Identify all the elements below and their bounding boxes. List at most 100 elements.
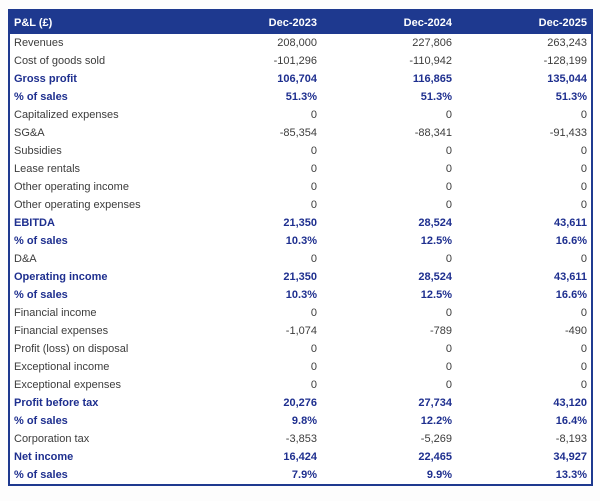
row-value: 28,524 <box>418 271 452 283</box>
row-value: 22,465 <box>418 451 452 463</box>
row-value: 0 <box>580 361 587 373</box>
row-value: -490 <box>564 325 587 337</box>
row-label: Cost of goods sold <box>14 55 106 67</box>
row-value: 7.9% <box>291 469 317 481</box>
row-value: 20,276 <box>283 397 317 409</box>
row-label: Capitalized expenses <box>14 109 119 121</box>
row-value: 51.3% <box>555 91 587 103</box>
row-value: 43,611 <box>553 271 587 283</box>
row-value: -128,199 <box>543 55 587 67</box>
row-value: 16,424 <box>283 451 317 463</box>
row-value: 0 <box>580 199 587 211</box>
row-label: % of sales <box>14 289 68 301</box>
row-label: Other operating expenses <box>14 199 141 211</box>
row-label: % of sales <box>14 415 68 427</box>
row-label: Revenues <box>14 37 64 49</box>
row-label: % of sales <box>14 469 68 481</box>
row-label: SG&A <box>14 127 45 139</box>
row-value: 208,000 <box>277 37 317 49</box>
row-value: 0 <box>580 343 587 355</box>
row-value: 27,734 <box>418 397 452 409</box>
table-row: D&A 0 0 0 <box>10 250 591 268</box>
row-value: 12.2% <box>420 415 452 427</box>
row-value: -88,341 <box>414 127 452 139</box>
row-value: 12.5% <box>420 289 452 301</box>
row-label: EBITDA <box>14 217 55 229</box>
row-value: 28,524 <box>418 217 452 229</box>
row-value: -91,433 <box>549 127 587 139</box>
row-value: -1,074 <box>285 325 317 337</box>
row-label: Other operating income <box>14 181 129 193</box>
row-value: -3,853 <box>285 433 317 445</box>
row-value: 0 <box>580 163 587 175</box>
table-row: Capitalized expenses 0 0 0 <box>10 106 591 124</box>
row-value: -8,193 <box>555 433 587 445</box>
row-value: 43,611 <box>553 217 587 229</box>
table-row: Corporation tax -3,853 -5,269 -8,193 <box>10 430 591 448</box>
row-value: 0 <box>445 181 452 193</box>
row-value: 0 <box>445 361 452 373</box>
row-value: 106,704 <box>277 73 317 85</box>
row-value: -789 <box>429 325 452 337</box>
table-row: Cost of goods sold -101,296 -110,942 -128,1… <box>10 52 591 70</box>
row-value: 0 <box>445 343 452 355</box>
table-row: Financial expenses -1,074 -789 -490 <box>10 322 591 340</box>
row-value: 116,865 <box>412 73 452 85</box>
table-row: Profit before tax 20,276 27,734 43,120 <box>10 394 591 412</box>
row-value: -101,296 <box>273 55 317 67</box>
row-value: 10.3% <box>285 235 317 247</box>
row-value: 135,044 <box>547 73 587 85</box>
row-value: 0 <box>580 181 587 193</box>
row-label: Corporation tax <box>14 433 90 445</box>
row-value: 0 <box>445 199 452 211</box>
row-value: 0 <box>580 145 587 157</box>
table-row: % of sales 9.8% 12.2% 16.4% <box>10 412 591 430</box>
row-value: 0 <box>580 307 587 319</box>
row-value: 263,243 <box>547 37 587 49</box>
row-value: 12.5% <box>420 235 452 247</box>
row-label: Lease rentals <box>14 163 81 175</box>
row-value: 0 <box>310 199 317 211</box>
column-header-dec-2025: Dec-2025 <box>456 11 591 34</box>
row-value: 0 <box>445 163 452 175</box>
row-label: Financial income <box>14 307 97 319</box>
table-title: P&L (£) <box>10 11 186 34</box>
table-row: Other operating expenses 0 0 0 <box>10 196 591 214</box>
pl-statement-table: P&L (£) Dec-2023 Dec-2024 Dec-2025 Reven… <box>10 11 591 484</box>
row-value: 0 <box>310 163 317 175</box>
row-label: Operating income <box>14 271 108 283</box>
row-value: 9.8% <box>291 415 317 427</box>
table-row: EBITDA 21,350 28,524 43,611 <box>10 214 591 232</box>
row-value: 0 <box>310 253 317 265</box>
row-value: 0 <box>310 343 317 355</box>
table-row: Financial income 0 0 0 <box>10 304 591 322</box>
table-row: Exceptional expenses 0 0 0 <box>10 376 591 394</box>
table-row: Profit (loss) on disposal 0 0 0 <box>10 340 591 358</box>
table-row: Exceptional income 0 0 0 <box>10 358 591 376</box>
table-row: % of sales 7.9% 9.9% 13.3% <box>10 466 591 484</box>
row-label: Exceptional income <box>14 361 110 373</box>
row-value: 0 <box>445 307 452 319</box>
row-label: Gross profit <box>14 73 77 85</box>
table-row: Revenues 208,000 227,806 263,243 <box>10 34 591 52</box>
row-value: -5,269 <box>420 433 452 445</box>
column-header-dec-2024: Dec-2024 <box>321 11 456 34</box>
row-value: -110,942 <box>409 55 452 67</box>
row-label: Financial expenses <box>14 325 109 337</box>
row-value: 10.3% <box>285 289 317 301</box>
row-value: 13.3% <box>555 469 587 481</box>
row-value: 227,806 <box>412 37 452 49</box>
row-label: Subsidies <box>14 145 62 157</box>
table-row: Gross profit 106,704 116,865 135,044 <box>10 70 591 88</box>
column-header-dec-2023: Dec-2023 <box>186 11 321 34</box>
table-row: Subsidies 0 0 0 <box>10 142 591 160</box>
row-value: 16.4% <box>555 415 587 427</box>
row-value: 0 <box>310 307 317 319</box>
row-value: 0 <box>445 109 452 121</box>
row-value: 51.3% <box>285 91 317 103</box>
row-value: 0 <box>310 181 317 193</box>
table-row: Lease rentals 0 0 0 <box>10 160 591 178</box>
row-value: 0 <box>580 379 587 391</box>
table-row: Other operating income 0 0 0 <box>10 178 591 196</box>
table-row: Operating income 21,350 28,524 43,611 <box>10 268 591 286</box>
